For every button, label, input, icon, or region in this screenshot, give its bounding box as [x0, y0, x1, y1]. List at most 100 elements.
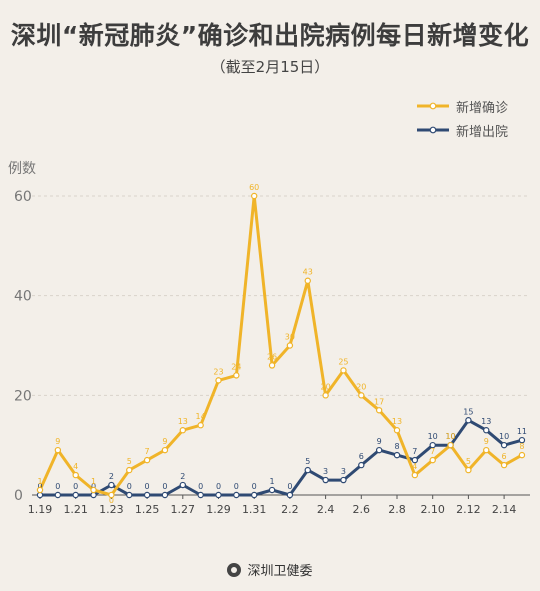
data-point-confirmed: [358, 392, 365, 399]
data-label-confirmed: 20: [321, 382, 331, 391]
data-point-confirmed: [179, 427, 186, 434]
data-point-confirmed: [126, 466, 133, 474]
data-label-discharged: 15: [463, 407, 473, 416]
data-point-discharged: [500, 441, 508, 449]
data-point-discharged: [358, 461, 365, 469]
data-point-confirmed: [268, 362, 276, 369]
data-label-confirmed: 1: [91, 477, 96, 486]
data-label-confirmed: 30: [285, 333, 295, 342]
data-label-discharged: 0: [234, 482, 239, 491]
data-point-discharged: [108, 481, 115, 489]
data-point-discharged: [179, 481, 186, 489]
legend-swatch-confirmed: [417, 102, 449, 110]
data-label-discharged: 10: [428, 432, 438, 441]
data-label-confirmed: 9: [162, 437, 167, 446]
data-label-confirmed: 4: [73, 462, 78, 471]
legend-item-discharged: 新增出院: [416, 118, 508, 142]
data-point-discharged: [126, 491, 133, 499]
data-point-confirmed: [36, 486, 44, 494]
data-point-discharged: [286, 491, 294, 499]
x-tick-label: 1.27: [171, 503, 196, 516]
y-tick-label: 20: [14, 388, 32, 404]
data-label-confirmed: 1: [37, 477, 42, 486]
x-tick-label: 2.6: [353, 503, 371, 516]
data-point-discharged: [429, 441, 436, 449]
data-label-discharged: 0: [198, 482, 203, 491]
data-point-confirmed: [411, 471, 419, 479]
data-point-confirmed: [304, 277, 311, 284]
data-point-discharged: [322, 476, 329, 484]
data-label-confirmed: 7: [430, 447, 435, 456]
data-point-confirmed: [340, 367, 347, 374]
legend-label-confirmed: 新增确诊: [456, 100, 509, 116]
data-label-confirmed: 0: [109, 496, 114, 505]
x-tick-label: 1.29: [206, 503, 231, 516]
data-point-confirmed: [429, 456, 436, 464]
data-label-confirmed: 13: [392, 417, 402, 426]
data-label-discharged: 0: [162, 482, 167, 491]
data-label-discharged: 2: [180, 472, 185, 481]
data-label-confirmed: 43: [303, 268, 313, 277]
data-label-confirmed: 17: [374, 397, 384, 406]
data-label-confirmed: 14: [196, 412, 206, 421]
data-label-discharged: 3: [323, 467, 328, 476]
page-subtitle: （截至2月15日）: [210, 58, 330, 76]
x-tick-label: 1.31: [242, 503, 267, 516]
data-point-confirmed: [375, 407, 383, 414]
x-tick-label: 2.12: [456, 503, 481, 516]
data-label-discharged: 10: [499, 432, 509, 441]
data-label-confirmed: 8: [519, 442, 524, 451]
data-label-discharged: 6: [359, 452, 364, 461]
data-label-confirmed: 6: [502, 452, 507, 461]
footer: 深圳卫健委: [0, 560, 540, 579]
data-point-confirmed: [518, 451, 526, 459]
legend-swatch-discharged: [417, 126, 449, 134]
data-point-discharged: [161, 491, 169, 499]
data-label-discharged: 10: [445, 432, 455, 441]
data-label-confirmed: 26: [267, 352, 277, 361]
data-label-confirmed: 5: [466, 457, 471, 466]
footer-source: 深圳卫健委: [247, 564, 313, 579]
y-axis-label: 例数: [8, 161, 36, 177]
data-point-confirmed: [72, 471, 79, 479]
x-tick-label: 1.19: [28, 503, 53, 516]
y-tick-label: 0: [14, 488, 23, 504]
data-point-confirmed: [143, 456, 151, 464]
data-point-confirmed: [250, 192, 258, 200]
x-tick-label: 1.21: [63, 503, 88, 516]
data-label-confirmed: 60: [249, 183, 259, 192]
data-label-confirmed: 9: [55, 437, 60, 446]
data-point-confirmed: [393, 427, 401, 434]
data-point-discharged: [411, 456, 419, 464]
data-point-discharged: [518, 436, 526, 444]
data-label-discharged: 9: [377, 437, 382, 446]
data-label-discharged: 0: [145, 482, 150, 491]
data-point-confirmed: [233, 372, 240, 379]
data-label-confirmed: 23: [213, 367, 223, 376]
data-point-discharged: [483, 427, 490, 434]
data-label-confirmed: 13: [178, 417, 188, 426]
data-label-confirmed: 20: [356, 382, 366, 391]
data-label-confirmed: 9: [484, 437, 489, 446]
data-label-discharged: 0: [287, 482, 292, 491]
x-tick-label: 2.14: [492, 503, 517, 516]
data-point-confirmed: [90, 486, 97, 494]
data-point-confirmed: [215, 377, 222, 384]
data-label-discharged: 0: [55, 482, 60, 491]
chart-legend: 新增确诊 新增出院: [416, 94, 508, 142]
data-point-discharged: [250, 491, 258, 499]
data-point-discharged: [233, 491, 240, 499]
series-line-discharged: [40, 418, 523, 497]
data-label-discharged: 0: [127, 482, 132, 491]
x-tick-label: 2.2: [281, 503, 299, 516]
data-label-discharged: 1: [270, 477, 275, 486]
data-point-confirmed: [465, 466, 472, 474]
x-tick-label: 2.10: [420, 503, 445, 516]
data-label-confirmed: 10: [445, 432, 455, 441]
data-point-discharged: [268, 486, 276, 494]
data-label-discharged: 0: [252, 482, 257, 491]
data-label-discharged: 0: [91, 482, 96, 491]
series-line-confirmed: [38, 194, 523, 497]
legend-item-confirmed: 新增确诊: [416, 94, 508, 118]
y-tick-label: 60: [14, 189, 32, 205]
